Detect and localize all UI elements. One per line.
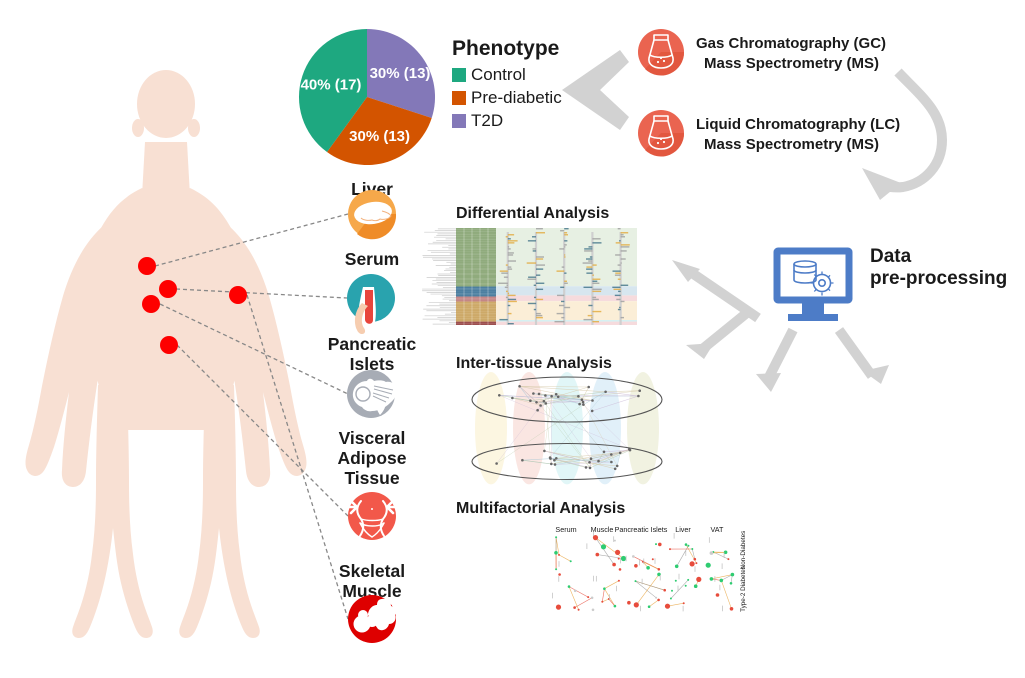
svg-text:Phenotype: Phenotype: [452, 37, 559, 60]
svg-text:Gas Chromatography (GC): Gas Chromatography (GC): [696, 35, 886, 52]
svg-text:Control: Control: [471, 65, 526, 84]
svg-text:Visceral: Visceral: [339, 428, 406, 448]
svg-text:pre-processing: pre-processing: [870, 268, 1007, 289]
svg-text:Multifactorial Analysis: Multifactorial Analysis: [456, 500, 625, 517]
svg-text:Data: Data: [870, 246, 912, 267]
svg-text:40% (17): 40% (17): [301, 76, 362, 93]
svg-text:Type-2 Diabetes: Type-2 Diabetes: [740, 566, 747, 612]
svg-text:Mass Spectrometry (MS): Mass Spectrometry (MS): [704, 136, 879, 153]
svg-text:Inter-tissue Analysis: Inter-tissue Analysis: [456, 355, 612, 372]
svg-text:Adipose: Adipose: [337, 448, 406, 468]
svg-text:Skeletal: Skeletal: [339, 561, 405, 581]
svg-text:Mass Spectrometry (MS): Mass Spectrometry (MS): [704, 55, 879, 72]
svg-text:Pre-diabetic: Pre-diabetic: [471, 88, 562, 107]
svg-text:Liver: Liver: [675, 525, 691, 534]
svg-text:Tissue: Tissue: [344, 468, 399, 488]
svg-text:30% (13): 30% (13): [349, 128, 410, 145]
svg-text:Liquid Chromatography (LC): Liquid Chromatography (LC): [696, 116, 900, 133]
svg-text:Non-Diabetes: Non-Diabetes: [740, 531, 747, 570]
svg-text:Muscle: Muscle: [591, 525, 614, 534]
svg-text:Serum: Serum: [555, 525, 576, 534]
svg-text:Differential Analysis: Differential Analysis: [456, 205, 609, 222]
svg-text:T2D: T2D: [471, 111, 503, 130]
svg-text:Pancreatic: Pancreatic: [328, 334, 417, 354]
svg-text:VAT: VAT: [711, 525, 725, 534]
svg-text:Serum: Serum: [345, 249, 399, 269]
svg-text:30% (13): 30% (13): [370, 65, 431, 82]
svg-text:Pancreatic Islets: Pancreatic Islets: [615, 525, 668, 534]
